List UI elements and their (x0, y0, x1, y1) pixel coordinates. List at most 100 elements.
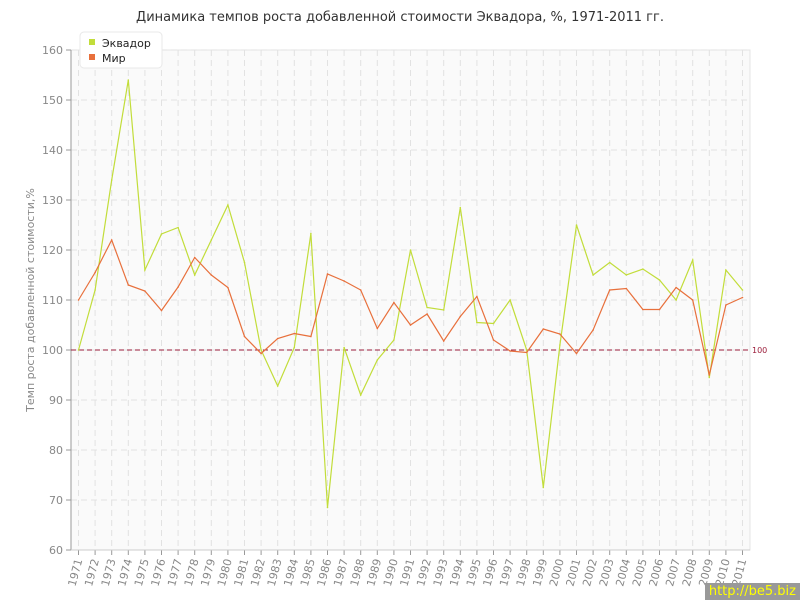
data-point (110, 239, 113, 241)
data-point (542, 328, 545, 330)
legend-marker (89, 39, 95, 45)
data-point (691, 299, 694, 301)
data-point (608, 261, 611, 264)
data-point (559, 344, 561, 346)
data-point (193, 256, 196, 259)
data-point (144, 269, 146, 271)
y-tick-label: 100 (42, 344, 63, 357)
data-point (376, 327, 379, 330)
data-point (110, 179, 113, 181)
data-point (525, 351, 528, 354)
data-point (509, 350, 511, 352)
data-point (409, 324, 412, 326)
y-tick-label: 140 (42, 144, 63, 157)
data-point (77, 349, 80, 351)
data-point (243, 335, 246, 338)
data-point (658, 308, 661, 311)
y-tick-label: 110 (42, 294, 63, 307)
watermark[interactable]: http://be5.biz (704, 583, 800, 600)
data-point (675, 286, 677, 289)
data-point (227, 204, 229, 206)
y-tick-label: 130 (42, 194, 63, 207)
y-tick-label: 90 (49, 394, 63, 407)
y-tick-label: 150 (42, 94, 63, 107)
data-point (592, 274, 594, 276)
legend-label: Мир (102, 52, 126, 65)
data-point (293, 332, 296, 335)
data-point (492, 322, 495, 325)
data-point (525, 349, 528, 351)
data-point (193, 274, 196, 276)
data-point (127, 284, 130, 286)
data-point (393, 301, 395, 304)
data-point (359, 289, 362, 291)
y-tick-label: 120 (42, 244, 63, 257)
data-point (592, 329, 594, 331)
data-point (442, 340, 445, 342)
y-tick-label: 60 (49, 544, 63, 557)
data-point (127, 79, 130, 81)
y-tick-label: 70 (49, 494, 63, 507)
data-point (310, 232, 312, 235)
data-point (625, 274, 628, 276)
data-point (625, 287, 628, 290)
data-point (359, 394, 362, 396)
legend-marker (89, 54, 95, 60)
data-point (725, 304, 727, 306)
y-axis-label: Темп роста добавленной стоимости,% (24, 188, 37, 413)
data-point (94, 271, 96, 274)
data-point (575, 352, 578, 355)
data-point (575, 224, 578, 226)
reference-line-label: 100 (752, 346, 767, 355)
data-point (260, 349, 262, 351)
data-point (293, 346, 296, 349)
data-point (409, 249, 412, 251)
data-point (708, 374, 711, 376)
data-point (177, 226, 179, 229)
data-point (608, 289, 611, 291)
data-point (393, 339, 395, 341)
data-point (426, 313, 428, 315)
data-point (658, 279, 661, 281)
data-point (94, 289, 96, 291)
data-point (442, 309, 445, 311)
data-point (426, 306, 428, 309)
data-point (276, 337, 279, 340)
data-point (343, 280, 345, 282)
data-point (476, 321, 478, 324)
data-point (642, 308, 644, 311)
data-point (260, 352, 262, 355)
data-point (459, 206, 462, 209)
data-point (741, 296, 744, 299)
data-point (492, 339, 495, 341)
data-point (310, 335, 312, 338)
data-point (326, 506, 329, 509)
y-tick-label: 160 (42, 44, 63, 57)
data-point (476, 295, 478, 298)
data-point (542, 486, 545, 489)
data-point (227, 286, 229, 289)
data-point (160, 309, 163, 312)
data-point (343, 346, 345, 349)
data-point (741, 289, 744, 291)
data-point (675, 299, 677, 301)
data-point (642, 268, 644, 270)
data-point (326, 273, 329, 275)
chart-title: Динамика темпов роста добавленной стоимо… (136, 10, 664, 25)
data-point (243, 261, 246, 264)
data-point (210, 274, 213, 276)
legend-label: Эквадор (102, 37, 151, 50)
data-point (77, 299, 80, 301)
data-point (210, 239, 213, 241)
y-tick-label: 80 (49, 444, 63, 457)
legend-box (79, 31, 163, 69)
data-point (725, 269, 727, 271)
data-point (459, 315, 462, 318)
data-point (559, 333, 561, 335)
data-point (144, 290, 146, 292)
data-point (177, 286, 179, 288)
data-point (708, 376, 711, 379)
data-point (509, 299, 511, 301)
data-point (691, 259, 694, 261)
